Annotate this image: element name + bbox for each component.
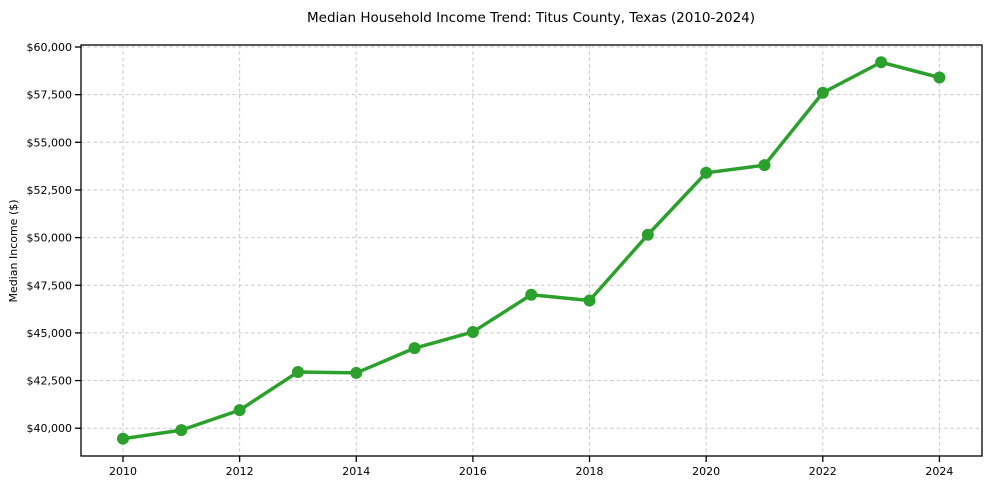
x-tick-label: 2010 bbox=[109, 465, 137, 478]
data-point-marker bbox=[291, 365, 304, 378]
data-point-marker bbox=[525, 288, 538, 301]
x-tick-label: 2022 bbox=[809, 465, 837, 478]
data-point-marker bbox=[175, 424, 188, 437]
y-tick-label: $47,500 bbox=[27, 279, 73, 292]
data-point-marker bbox=[233, 404, 246, 417]
y-axis-ticks bbox=[75, 46, 81, 429]
data-point-marker bbox=[350, 366, 363, 379]
y-tick-label: $55,000 bbox=[27, 136, 73, 149]
data-point-marker bbox=[875, 56, 888, 69]
data-point-marker bbox=[758, 159, 771, 172]
chart-title: Median Household Income Trend: Titus Cou… bbox=[307, 10, 755, 26]
y-tick-label: $50,000 bbox=[27, 232, 73, 245]
data-point-marker bbox=[933, 71, 946, 84]
x-tick-label: 2024 bbox=[925, 465, 953, 478]
plot-border bbox=[80, 44, 983, 457]
data-point-marker bbox=[700, 166, 713, 179]
y-tick-label: $45,000 bbox=[27, 327, 73, 340]
y-axis-label: Median Income ($) bbox=[7, 199, 20, 302]
data-point-marker bbox=[583, 294, 596, 307]
horizontal-gridlines bbox=[81, 46, 982, 429]
x-tick-label: 2012 bbox=[226, 465, 254, 478]
x-tick-label: 2014 bbox=[342, 465, 370, 478]
trend-line bbox=[121, 60, 942, 441]
income-trend-line-series bbox=[116, 56, 946, 445]
data-point-marker bbox=[408, 342, 421, 355]
x-tick-label: 2016 bbox=[459, 465, 487, 478]
vertical-gridlines bbox=[122, 45, 940, 456]
y-tick-label: $52,500 bbox=[27, 184, 73, 197]
y-tick-label: $40,000 bbox=[27, 422, 73, 435]
y-tick-label: $42,500 bbox=[27, 375, 73, 388]
data-point-marker bbox=[641, 228, 654, 241]
x-tick-label: 2018 bbox=[576, 465, 604, 478]
x-axis-ticks bbox=[122, 456, 941, 462]
y-tick-label: $60,000 bbox=[27, 41, 73, 54]
y-axis-tick-labels: $40,000 $42,500 $45,000 $47,500 $50,000 $52,5… bbox=[27, 41, 73, 435]
y-tick-label: $57,500 bbox=[27, 89, 73, 102]
x-tick-label: 2020 bbox=[692, 465, 720, 478]
data-point-marker bbox=[466, 325, 479, 338]
x-axis-tick-labels: 2010 2012 2014 2016 2018 2020 2022 2024 bbox=[109, 465, 953, 478]
data-point-marker bbox=[816, 86, 829, 99]
data-point-marker bbox=[116, 432, 129, 445]
